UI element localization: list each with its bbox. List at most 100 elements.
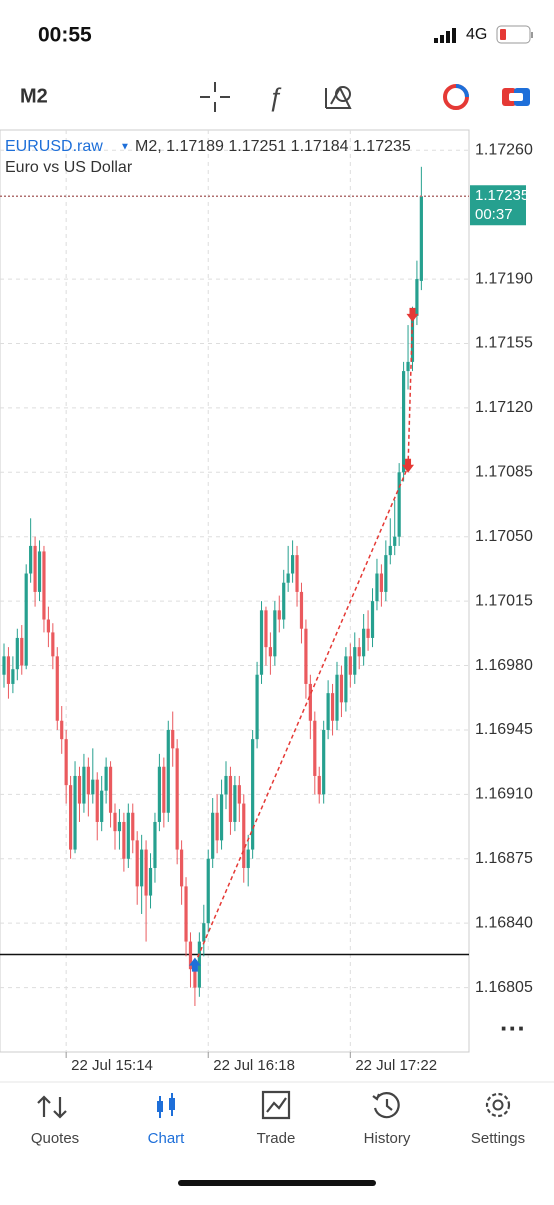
candle-body <box>397 472 401 537</box>
trade-link <box>407 315 414 467</box>
y-tick-label: 1.17155 <box>475 335 533 352</box>
candle-body <box>344 656 348 703</box>
y-tick-label: 1.16910 <box>475 786 533 803</box>
candle-body <box>330 693 335 721</box>
candle-body <box>29 545 33 574</box>
trade-icon[interactable] <box>443 84 469 110</box>
x-tick-label: 22 Jul 17:22 <box>355 1057 437 1074</box>
candle-body <box>166 729 170 813</box>
candle-body <box>95 779 99 822</box>
candle-body <box>268 647 272 657</box>
candle-body <box>348 656 352 675</box>
candle-body <box>64 739 68 786</box>
candle-body <box>277 610 281 620</box>
tab-label[interactable]: Quotes <box>31 1130 79 1147</box>
candle-body <box>144 849 148 896</box>
signal <box>434 28 456 43</box>
candle-body <box>295 555 299 592</box>
y-tick-label: 1.17015 <box>475 592 533 609</box>
bar-timer: 00:37 <box>475 206 513 223</box>
candle-body <box>246 849 250 868</box>
x-tick-label: 22 Jul 16:18 <box>213 1057 295 1074</box>
candle-body <box>402 371 406 473</box>
candle-body <box>188 941 193 970</box>
network: 4G <box>466 26 487 43</box>
candle-body <box>419 196 423 281</box>
candle-body <box>215 812 219 841</box>
timeframe[interactable]: M2 <box>20 85 48 107</box>
crosshair-icon[interactable] <box>200 82 230 112</box>
candle-body <box>100 790 104 822</box>
candle-body <box>375 573 379 602</box>
candle-body <box>255 674 259 740</box>
candle-body <box>148 867 153 896</box>
candle-body <box>219 794 224 841</box>
candle-body <box>11 669 15 684</box>
candle-body <box>388 545 392 556</box>
account-icon[interactable] <box>502 88 530 106</box>
objects-icon[interactable] <box>325 85 352 109</box>
candle-body <box>273 610 277 657</box>
y-tick-label: 1.17190 <box>475 270 533 287</box>
y-tick-label: 1.16945 <box>475 721 533 738</box>
x-tick-label: 22 Jul 15:14 <box>71 1057 153 1074</box>
candle-body <box>157 766 161 822</box>
candle-body <box>153 821 157 868</box>
candle-body <box>113 812 117 832</box>
candle-body <box>211 812 215 859</box>
candle-body <box>317 775 321 795</box>
candle-body <box>60 720 64 740</box>
candle-body <box>339 674 344 703</box>
candle-body <box>37 551 42 592</box>
price-box <box>470 185 526 226</box>
candle-body <box>259 610 264 675</box>
symbol-caret[interactable]: ▼ <box>120 142 130 153</box>
ohlc-header: M2, 1.17189 1.17251 1.17184 1.17235 <box>135 138 411 155</box>
candle-body <box>171 729 175 749</box>
candle-body <box>73 775 77 850</box>
candle-body <box>15 637 19 670</box>
candle-body <box>415 279 419 316</box>
trade-arrow <box>406 307 419 322</box>
trade-arrow <box>402 458 415 473</box>
trade-arrow <box>188 957 201 972</box>
candle-body <box>42 551 46 620</box>
candle-body <box>326 693 330 730</box>
candle-body <box>286 573 290 583</box>
candle-body <box>313 720 317 776</box>
tab-label[interactable]: Chart <box>148 1130 186 1147</box>
tab-icon <box>485 1092 511 1118</box>
tab-label[interactable]: Settings <box>471 1130 525 1147</box>
candle-body <box>384 555 388 592</box>
candle-body <box>69 785 73 850</box>
candle-body <box>126 812 130 859</box>
candle-body <box>353 647 357 675</box>
candle-body <box>131 812 135 841</box>
candle-body <box>379 573 383 592</box>
tab-label[interactable]: History <box>364 1130 411 1147</box>
tab-icon <box>37 1095 67 1119</box>
tab-icon <box>492 1099 504 1111</box>
candle-body <box>362 628 366 657</box>
indicators-icon[interactable]: ƒ <box>268 82 282 112</box>
candle-body <box>86 766 90 795</box>
candle-body <box>251 739 255 850</box>
battery <box>496 25 533 44</box>
candle-body <box>91 779 95 795</box>
candle-body <box>406 361 410 372</box>
candle-body <box>122 821 126 859</box>
y-tick-label: 1.16805 <box>475 979 533 996</box>
candle-body <box>291 555 295 574</box>
candle-body <box>322 729 326 795</box>
candle-body <box>140 849 144 887</box>
candle-body <box>162 766 166 813</box>
symbol[interactable]: EURUSD.raw <box>5 138 103 155</box>
tab-icon <box>157 1101 163 1112</box>
tab-label[interactable]: Trade <box>257 1130 296 1147</box>
status-time: 00:55 <box>38 24 92 47</box>
candle-body <box>184 886 188 942</box>
y-tick-label: 1.16875 <box>475 850 533 867</box>
more-menu[interactable]: ··· <box>500 1013 526 1043</box>
candle-body <box>393 536 397 546</box>
